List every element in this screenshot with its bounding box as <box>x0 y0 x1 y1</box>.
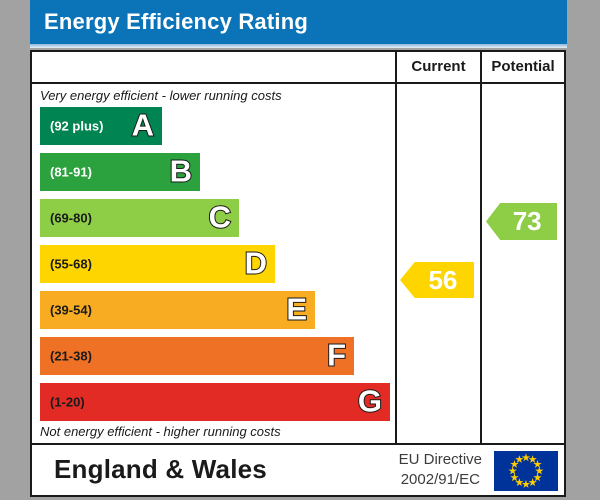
title-bar: Energy Efficiency Rating <box>30 0 567 48</box>
eu-directive-label: EU Directive 2002/91/EC <box>399 450 482 491</box>
band-letter: F <box>326 336 347 373</box>
band-F: (21-38) F <box>40 336 354 375</box>
band-range-label: (55-68) <box>50 256 92 272</box>
potential-rating-arrow: 73 <box>486 203 557 240</box>
potential-rating-value: 73 <box>512 206 542 236</box>
band-letter: E <box>285 290 308 327</box>
band-letter: G <box>357 382 383 419</box>
eu-directive-line1: EU Directive <box>398 451 482 468</box>
band-letter: C <box>208 198 232 235</box>
band-range-label: (81-91) <box>50 164 92 180</box>
band-E: (39-54) E <box>40 290 315 329</box>
page-title: Energy Efficiency Rating <box>44 9 308 34</box>
rating-panel: Current Potential Very energy efficient … <box>30 50 566 445</box>
band-A: (92 plus) A <box>40 106 162 145</box>
column-divider <box>395 52 397 443</box>
band-D: (55-68) D <box>40 244 275 283</box>
band-range-label: (69-80) <box>50 210 92 226</box>
band-letter: A <box>131 106 155 143</box>
band-letter: B <box>169 152 193 189</box>
band-C: (69-80) C <box>40 198 239 237</box>
column-divider <box>480 52 482 443</box>
band-range-label: (92 plus) <box>50 118 104 134</box>
potential-column-header: Potential <box>491 58 555 75</box>
region-label: England & Wales <box>54 453 267 484</box>
band-G: (1-20) G <box>40 382 390 421</box>
rating-bands: (92 plus) A (81-91) B (69-80) C (55-68) D (39-54… <box>40 106 390 437</box>
band-B: (81-91) B <box>40 152 200 191</box>
current-column-header: Current <box>411 58 466 75</box>
eu-flag-icon <box>494 451 558 491</box>
top-note: Very energy efficient - lower running co… <box>40 88 282 103</box>
header-divider <box>32 82 564 84</box>
current-rating-value: 56 <box>428 264 458 295</box>
footer: England & Wales EU Directive 2002/91/EC <box>30 443 566 497</box>
band-range-label: (39-54) <box>50 302 92 318</box>
band-range-label: (21-38) <box>50 348 92 364</box>
eu-directive-line2: 2002/91/EC <box>400 471 480 489</box>
band-letter: D <box>244 244 268 281</box>
bottom-note: Not energy efficient - higher running co… <box>40 424 281 439</box>
current-rating-arrow: 56 <box>400 262 474 298</box>
band-range-label: (1-20) <box>50 394 85 410</box>
